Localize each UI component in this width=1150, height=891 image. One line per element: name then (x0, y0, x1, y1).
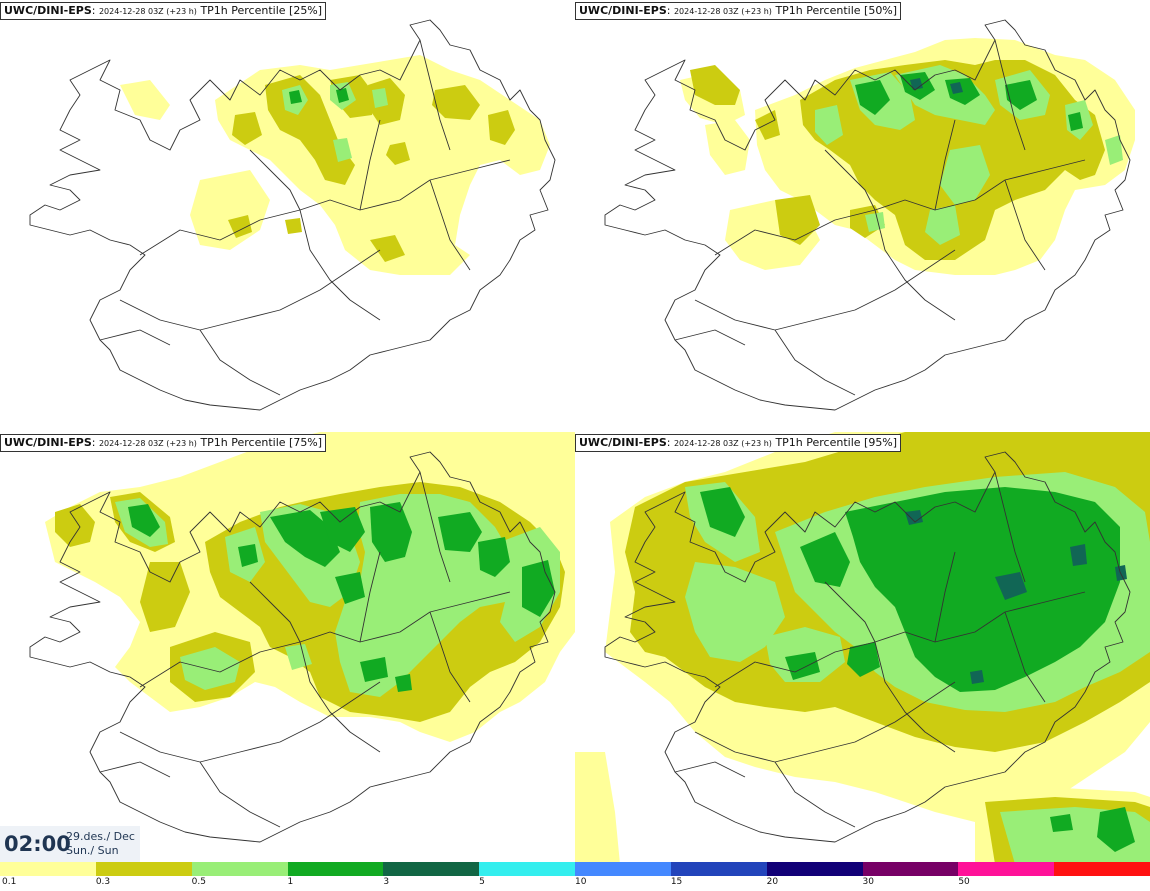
legend-swatch (95, 862, 193, 876)
precip-map (604, 19, 1135, 411)
legend-label: 50 (958, 877, 970, 887)
legend-label: 3 (383, 877, 390, 887)
legend-label: 10 (575, 877, 587, 887)
map-panel-p50: UWC/DINI-EPS: 2024-12-28 03Z (+23 h) TP1… (575, 0, 1150, 432)
legend-label: 0.3 (95, 877, 111, 887)
legend-swatch (575, 862, 672, 876)
legend-label: 1 (287, 877, 294, 887)
legend-label: 5 (479, 877, 485, 887)
valid-date: 29.des./ Dec Sun./ Sun (66, 830, 135, 858)
valid-date-line2: Sun./ Sun (66, 844, 119, 857)
map-panel-p95: UWC/DINI-EPS: 2024-12-28 03Z (+23 h) TP1… (575, 432, 1150, 864)
precip-map (29, 432, 575, 843)
legend-swatch (862, 862, 959, 876)
legend-swatch (766, 862, 863, 876)
legend-label: 20 (766, 877, 779, 887)
map-panel-p25: UWC/DINI-EPS: 2024-12-28 03Z (+23 h) TP1… (0, 0, 575, 432)
map-panel-p75: UWC/DINI-EPS: 2024-12-28 03Z (+23 h) TP1… (0, 432, 575, 864)
legend-swatch (1054, 862, 1150, 876)
panel-title: UWC/DINI-EPS: 2024-12-28 03Z (+23 h) TP1… (575, 434, 902, 452)
legend-swatch (191, 862, 288, 876)
legend-swatch (287, 862, 384, 876)
legend-swatch (958, 862, 1055, 876)
legend-swatch (383, 862, 480, 876)
valid-date-line1: 29.des./ Dec (66, 830, 135, 843)
legend-label: 0.5 (191, 877, 206, 887)
legend-label: 0.1 (2, 877, 17, 887)
panel-title: UWC/DINI-EPS: 2024-12-28 03Z (+23 h) TP1… (575, 2, 902, 20)
valid-time-box: 02:00 29.des./ Dec Sun./ Sun (0, 826, 140, 862)
precip-map (29, 19, 556, 411)
valid-time: 02:00 (4, 832, 71, 856)
panel-title: UWC/DINI-EPS: 2024-12-28 03Z (+23 h) TP1… (0, 434, 327, 452)
legend-swatch (670, 862, 768, 876)
legend-label: 15 (670, 877, 683, 887)
color-legend: 0.1 0.3 0.5 1 3 5 10 15 20 30 50 (0, 862, 1150, 891)
legend-swatch (0, 862, 97, 876)
precip-map (575, 432, 1150, 864)
panel-title: UWC/DINI-EPS: 2024-12-28 03Z (+23 h) TP1… (0, 2, 327, 20)
legend-swatch (479, 862, 576, 876)
legend-label: 30 (862, 877, 874, 887)
